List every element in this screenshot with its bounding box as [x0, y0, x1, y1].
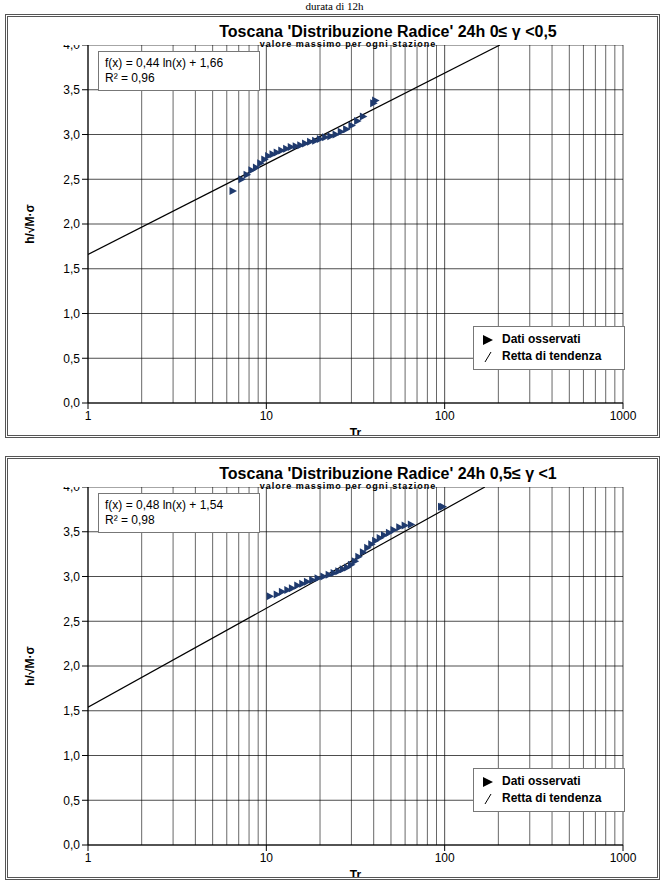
svg-text:Tr: Tr — [350, 426, 362, 435]
svg-text:3,5: 3,5 — [63, 525, 80, 539]
svg-text:0,0: 0,0 — [63, 838, 80, 852]
svg-text:0,0: 0,0 — [63, 396, 80, 410]
svg-text:Tr: Tr — [350, 868, 362, 877]
svg-text:2,5: 2,5 — [63, 615, 80, 629]
svg-text:100: 100 — [435, 409, 455, 423]
svg-text:0,5: 0,5 — [63, 352, 80, 366]
svg-text:10: 10 — [260, 851, 274, 865]
svg-text:1: 1 — [85, 409, 92, 423]
html-text:Toscana 'Distribuzione Radice': Toscana 'Distribuzione Radice' 24h 0,5≤ … — [219, 465, 557, 482]
html-text:R² = 0,96: R² = 0,96 — [105, 71, 155, 85]
svg-text:1,0: 1,0 — [63, 749, 80, 763]
svg-text:1,5: 1,5 — [63, 262, 80, 276]
html-text:valore massimo per ogni stazio: valore massimo per ogni stazione — [259, 39, 437, 49]
html-text:Retta di tendenza: Retta di tendenza — [502, 791, 602, 805]
svg-text:h/√M·σ: h/√M·σ — [23, 204, 37, 243]
svg-text:3,5: 3,5 — [63, 83, 80, 97]
svg-text:3,0: 3,0 — [63, 128, 80, 142]
svg-text:0,5: 0,5 — [63, 794, 80, 808]
svg-text:1,5: 1,5 — [63, 704, 80, 718]
svg-text:2,5: 2,5 — [63, 173, 80, 187]
svg-text:1000: 1000 — [610, 851, 637, 865]
svg-text:2,0: 2,0 — [63, 659, 80, 673]
svg-text:1,0: 1,0 — [63, 307, 80, 321]
html-text:durata di 12h: durata di 12h — [305, 0, 364, 12]
svg-text:h/√M·σ: h/√M·σ — [23, 646, 37, 685]
svg-text:1: 1 — [85, 851, 92, 865]
svg-text:4,0: 4,0 — [63, 45, 80, 52]
svg-text:100: 100 — [435, 851, 455, 865]
html-text:Dati osservati: Dati osservati — [502, 332, 581, 346]
html-text:valore massimo per ogni stazio: valore massimo per ogni stazione — [259, 481, 437, 491]
svg-text:1000: 1000 — [610, 409, 637, 423]
html-text:f(x) = 0,44 ln(x) + 1,66: f(x) = 0,44 ln(x) + 1,66 — [105, 56, 224, 70]
html-text:R² = 0,98: R² = 0,98 — [105, 513, 155, 527]
svg-text:10: 10 — [260, 409, 274, 423]
svg-text:2,0: 2,0 — [63, 217, 80, 231]
html-text:Toscana 'Distribuzione Radice': Toscana 'Distribuzione Radice' 24h 0≤ γ … — [219, 23, 557, 40]
html-text:Dati osservati: Dati osservati — [502, 774, 581, 788]
svg-text:4,0: 4,0 — [63, 487, 80, 494]
svg-text:3,0: 3,0 — [63, 570, 80, 584]
html-text:Retta di tendenza: Retta di tendenza — [502, 349, 602, 363]
html-text:f(x) = 0,48 ln(x) + 1,54: f(x) = 0,48 ln(x) + 1,54 — [105, 498, 224, 512]
